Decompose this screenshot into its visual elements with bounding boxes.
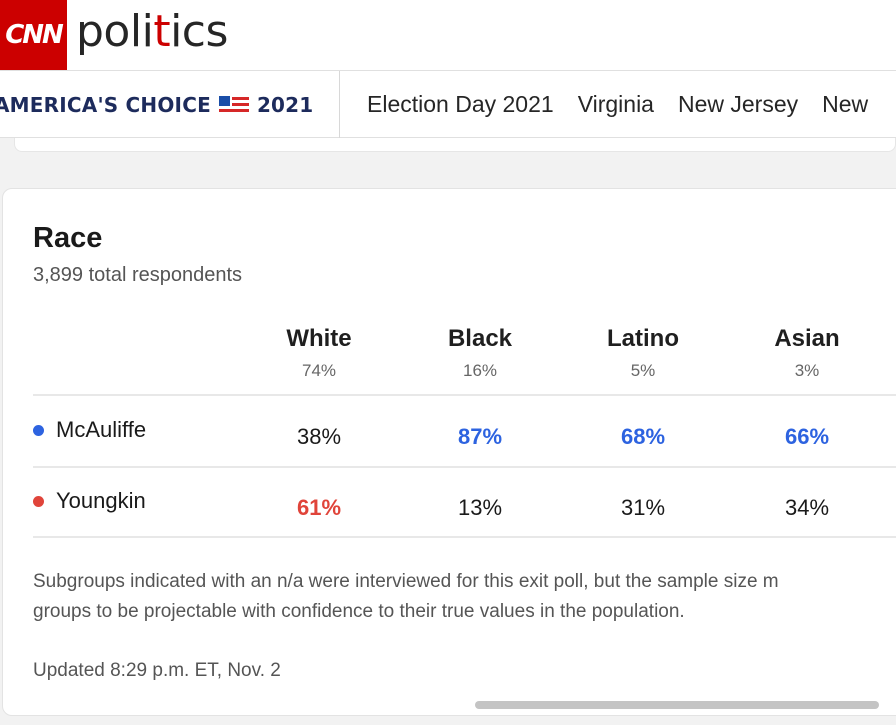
brand-year: 2021	[256, 93, 314, 117]
table-cell: 38%	[296, 424, 342, 449]
nav-links: Election Day 2021 Virginia New Jersey Ne…	[367, 91, 868, 118]
column-header-white: White 74%	[239, 325, 399, 381]
nav-link-new-jersey[interactable]: New Jersey	[677, 91, 799, 117]
cnn-logo[interactable]: CNN	[0, 0, 67, 70]
column-header-black: Black 16%	[400, 325, 560, 381]
column-name: Black	[447, 325, 513, 352]
horizontal-scrollbar[interactable]	[475, 701, 879, 709]
us-flag-icon	[218, 96, 249, 114]
nav-link-election-day[interactable]: Election Day 2021	[367, 91, 554, 117]
table-cell: 13%	[457, 495, 503, 520]
nav-link-virginia[interactable]: Virginia	[577, 91, 654, 117]
column-name: Latino	[607, 325, 679, 352]
table-cell: 31%	[620, 495, 666, 520]
card-title: Race	[33, 222, 103, 254]
table-cell: 66%	[784, 424, 830, 449]
column-name: Asian	[774, 325, 840, 352]
section-name-accent: t	[153, 6, 171, 57]
column-name: White	[286, 325, 352, 352]
table-divider	[33, 466, 896, 468]
note-line: Subgroups indicated with an n/a were int…	[33, 571, 779, 592]
column-share: 16%	[462, 361, 498, 380]
candidate-name: Youngkin	[56, 488, 146, 513]
table-cell: 34%	[784, 495, 830, 520]
election-nav: AMERICA'S CHOICE 2021 Election Day 2021 …	[0, 70, 896, 139]
table-divider	[33, 394, 896, 396]
updated-timestamp: Updated 8:29 p.m. ET, Nov. 2	[33, 660, 281, 681]
youngkin-dot-icon	[33, 495, 44, 507]
table-cell: 68%	[620, 424, 666, 449]
table-cell: 87%	[457, 424, 503, 449]
site-header: CNN politics	[0, 0, 896, 70]
column-share: 74%	[301, 361, 337, 380]
exit-poll-card: Race 3,899 total respondents White 74% B…	[2, 188, 896, 716]
nav-divider	[339, 71, 340, 139]
mcauliffe-dot-icon	[33, 424, 44, 436]
americas-choice-brand[interactable]: AMERICA'S CHOICE 2021	[0, 93, 313, 117]
section-name-politics[interactable]: politics	[76, 6, 228, 57]
candidate-name: McAuliffe	[56, 417, 147, 442]
candidate-mcauliffe: McAuliffe	[33, 417, 146, 443]
respondents-count: 3,899 total respondents	[33, 264, 243, 286]
section-name-part: ics	[170, 6, 228, 57]
nav-link-more[interactable]: New	[822, 91, 869, 117]
column-share: 3%	[794, 361, 820, 380]
section-name-part: poli	[76, 6, 154, 57]
brand-label: AMERICA'S CHOICE	[0, 93, 211, 117]
column-share: 5%	[630, 361, 656, 380]
table-divider	[33, 536, 896, 538]
note-line: groups to be projectable with confidence…	[33, 601, 685, 622]
table-cell: 61%	[296, 495, 342, 520]
column-header-latino: Latino 5%	[563, 325, 723, 381]
nav-shadow-ribbon	[14, 138, 896, 152]
column-header-asian: Asian 3%	[727, 325, 887, 381]
candidate-youngkin: Youngkin	[33, 488, 146, 514]
methodology-note: Subgroups indicated with an n/a were int…	[33, 567, 896, 627]
